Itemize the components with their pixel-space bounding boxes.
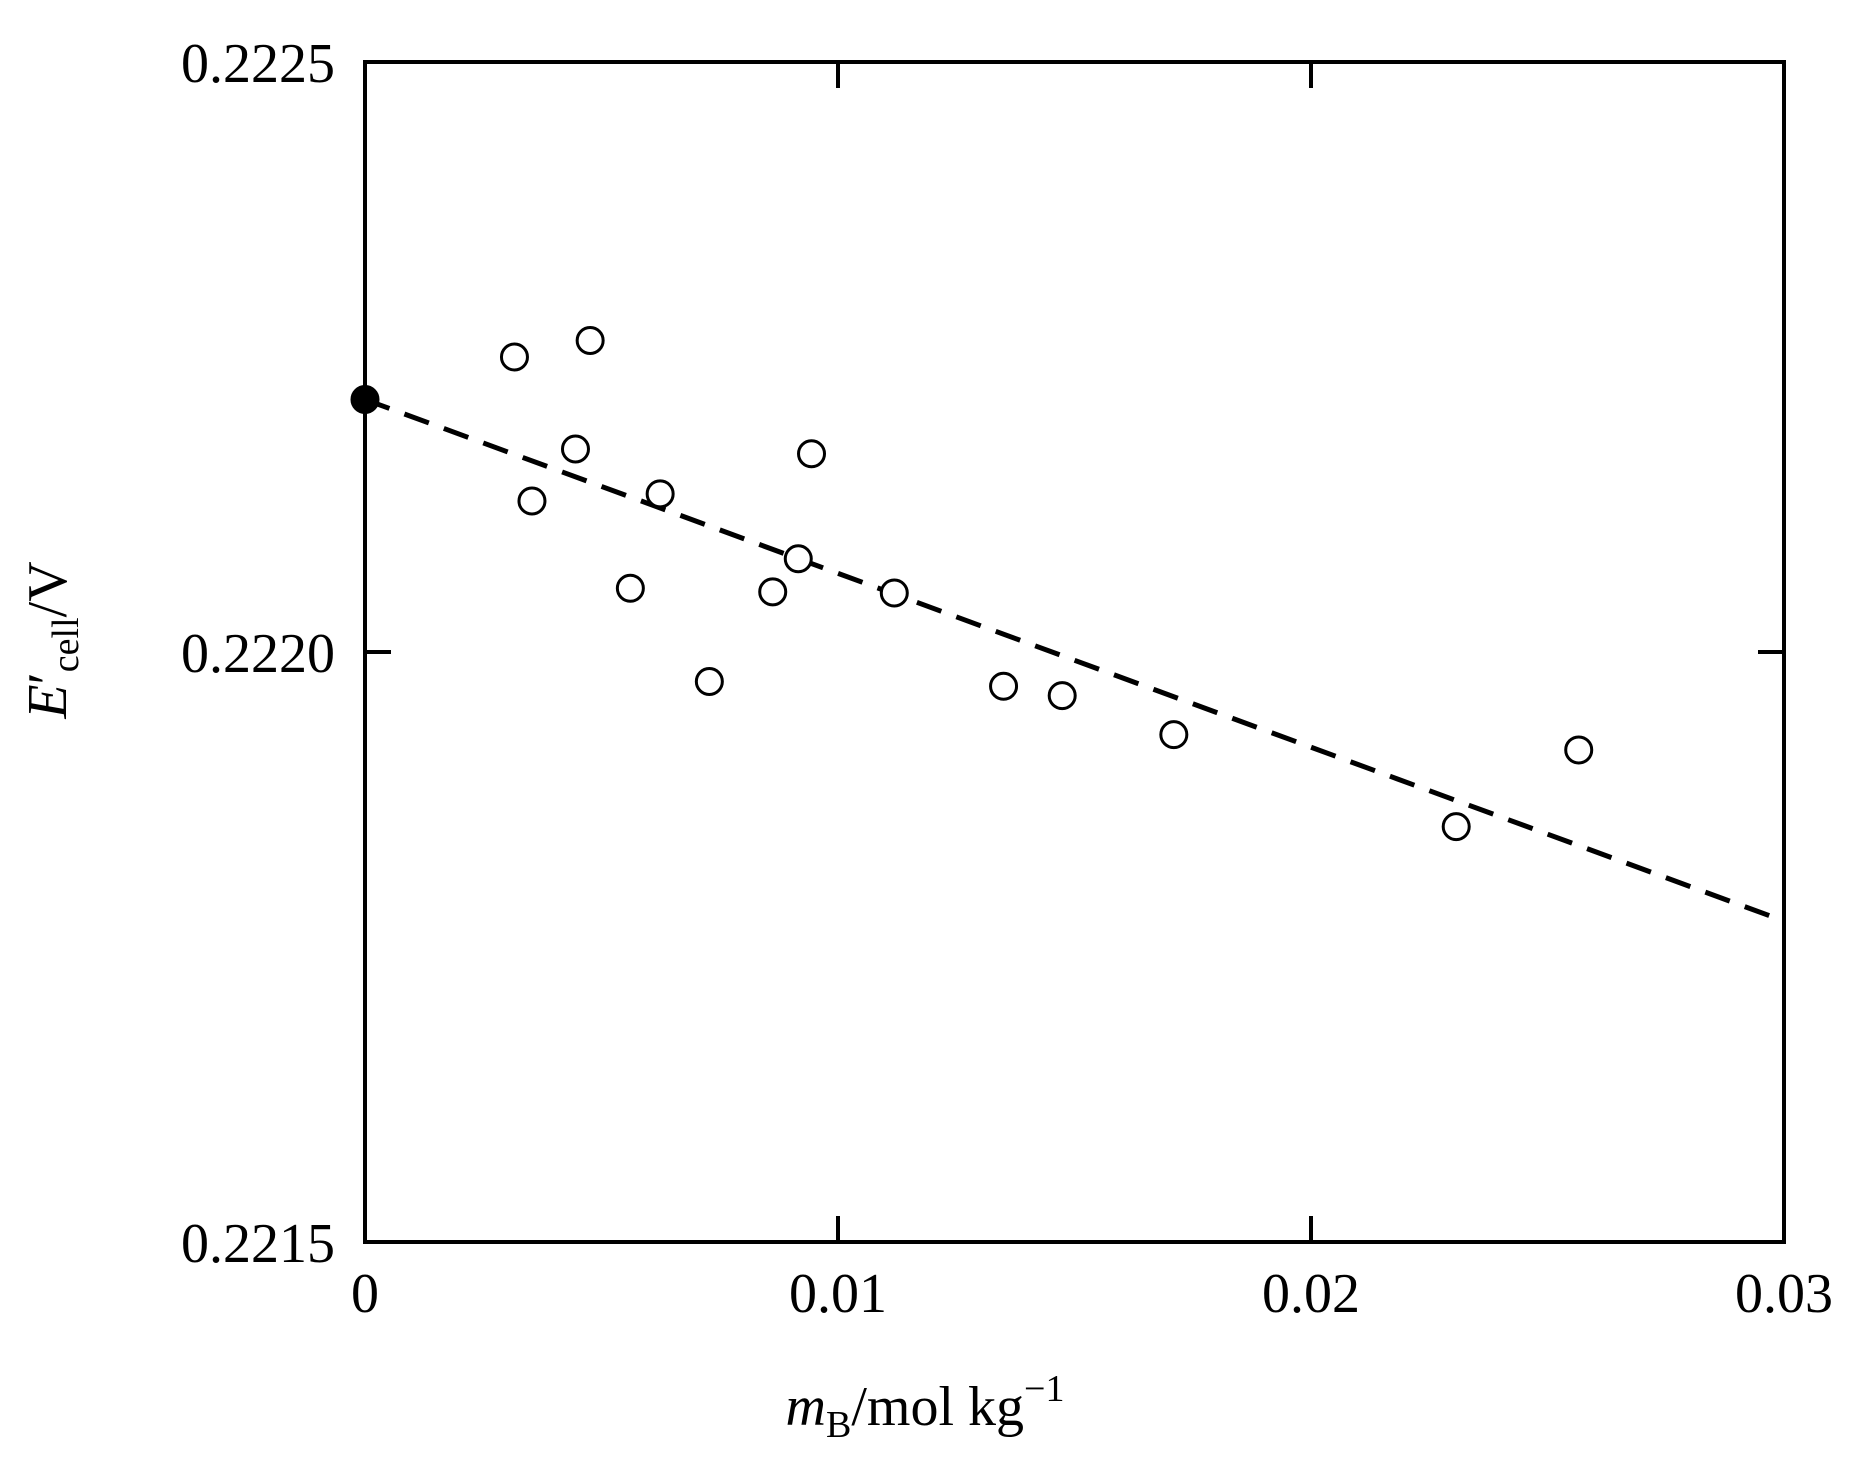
ticks-layer <box>363 60 1786 1244</box>
y-axis-var: E <box>17 684 79 719</box>
data-point <box>989 671 1019 701</box>
data-point <box>1564 735 1594 765</box>
data-point <box>1441 812 1471 842</box>
y-axis-title: E′cell/V <box>17 561 87 719</box>
data-point <box>575 325 605 355</box>
y-axis-unit: /V <box>17 561 79 617</box>
fit-line <box>364 397 1785 924</box>
data-point <box>517 486 547 516</box>
tick-labels-layer: 0 0.01 0.02 0.03 0.2215 0.2220 0.2225 <box>181 33 1833 1325</box>
y-axis-prime: ′ <box>17 672 79 684</box>
points-layer <box>350 325 1594 842</box>
data-point <box>694 667 724 696</box>
data-point <box>560 434 590 464</box>
data-point <box>645 479 675 509</box>
data-point <box>797 439 827 469</box>
data-point <box>1159 720 1189 750</box>
data-point <box>879 578 909 608</box>
data-point <box>499 342 529 372</box>
data-point <box>1047 681 1077 711</box>
y-tick-label: 0.2215 <box>181 1213 335 1275</box>
x-tick-label: 0 <box>351 1263 379 1325</box>
data-point <box>615 573 645 603</box>
x-axis-title: mB/mol kg−1 <box>786 1368 1065 1446</box>
y-tick-label: 0.2225 <box>181 33 335 95</box>
fit-line-layer <box>364 397 1785 924</box>
y-axis-subscript: cell <box>45 617 87 672</box>
x-tick-label: 0.03 <box>1735 1263 1833 1325</box>
data-point <box>783 544 813 574</box>
plot-frame <box>363 60 1786 1244</box>
x-axis-unit: /mol kg <box>851 1376 1024 1438</box>
x-axis-var: m <box>786 1376 826 1438</box>
x-tick-label: 0.01 <box>789 1263 887 1325</box>
y-tick-label: 0.2220 <box>181 623 335 685</box>
x-axis-subscript: B <box>826 1404 851 1446</box>
data-point <box>758 577 788 607</box>
x-axis-superscript: −1 <box>1024 1368 1064 1410</box>
x-tick-label: 0.02 <box>1262 1263 1360 1325</box>
